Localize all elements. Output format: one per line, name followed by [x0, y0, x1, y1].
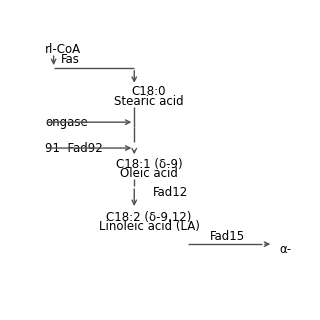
- Text: Stearic acid: Stearic acid: [114, 95, 184, 108]
- Text: Oleic acid: Oleic acid: [120, 167, 178, 180]
- Text: C18:1 (δ-9): C18:1 (δ-9): [116, 157, 182, 171]
- Text: 91  Fad92: 91 Fad92: [45, 141, 103, 155]
- Text: C18:0: C18:0: [132, 85, 166, 98]
- Text: ongase: ongase: [45, 116, 88, 129]
- Text: Fad15: Fad15: [210, 230, 245, 243]
- Text: Linoleic acid (LA): Linoleic acid (LA): [99, 220, 200, 233]
- Text: rl-CoA: rl-CoA: [45, 43, 81, 56]
- Text: Fas: Fas: [61, 53, 80, 66]
- Text: α-: α-: [279, 243, 292, 256]
- Text: C18:2 (δ-9,12): C18:2 (δ-9,12): [107, 211, 192, 224]
- Text: Fad12: Fad12: [153, 186, 188, 199]
